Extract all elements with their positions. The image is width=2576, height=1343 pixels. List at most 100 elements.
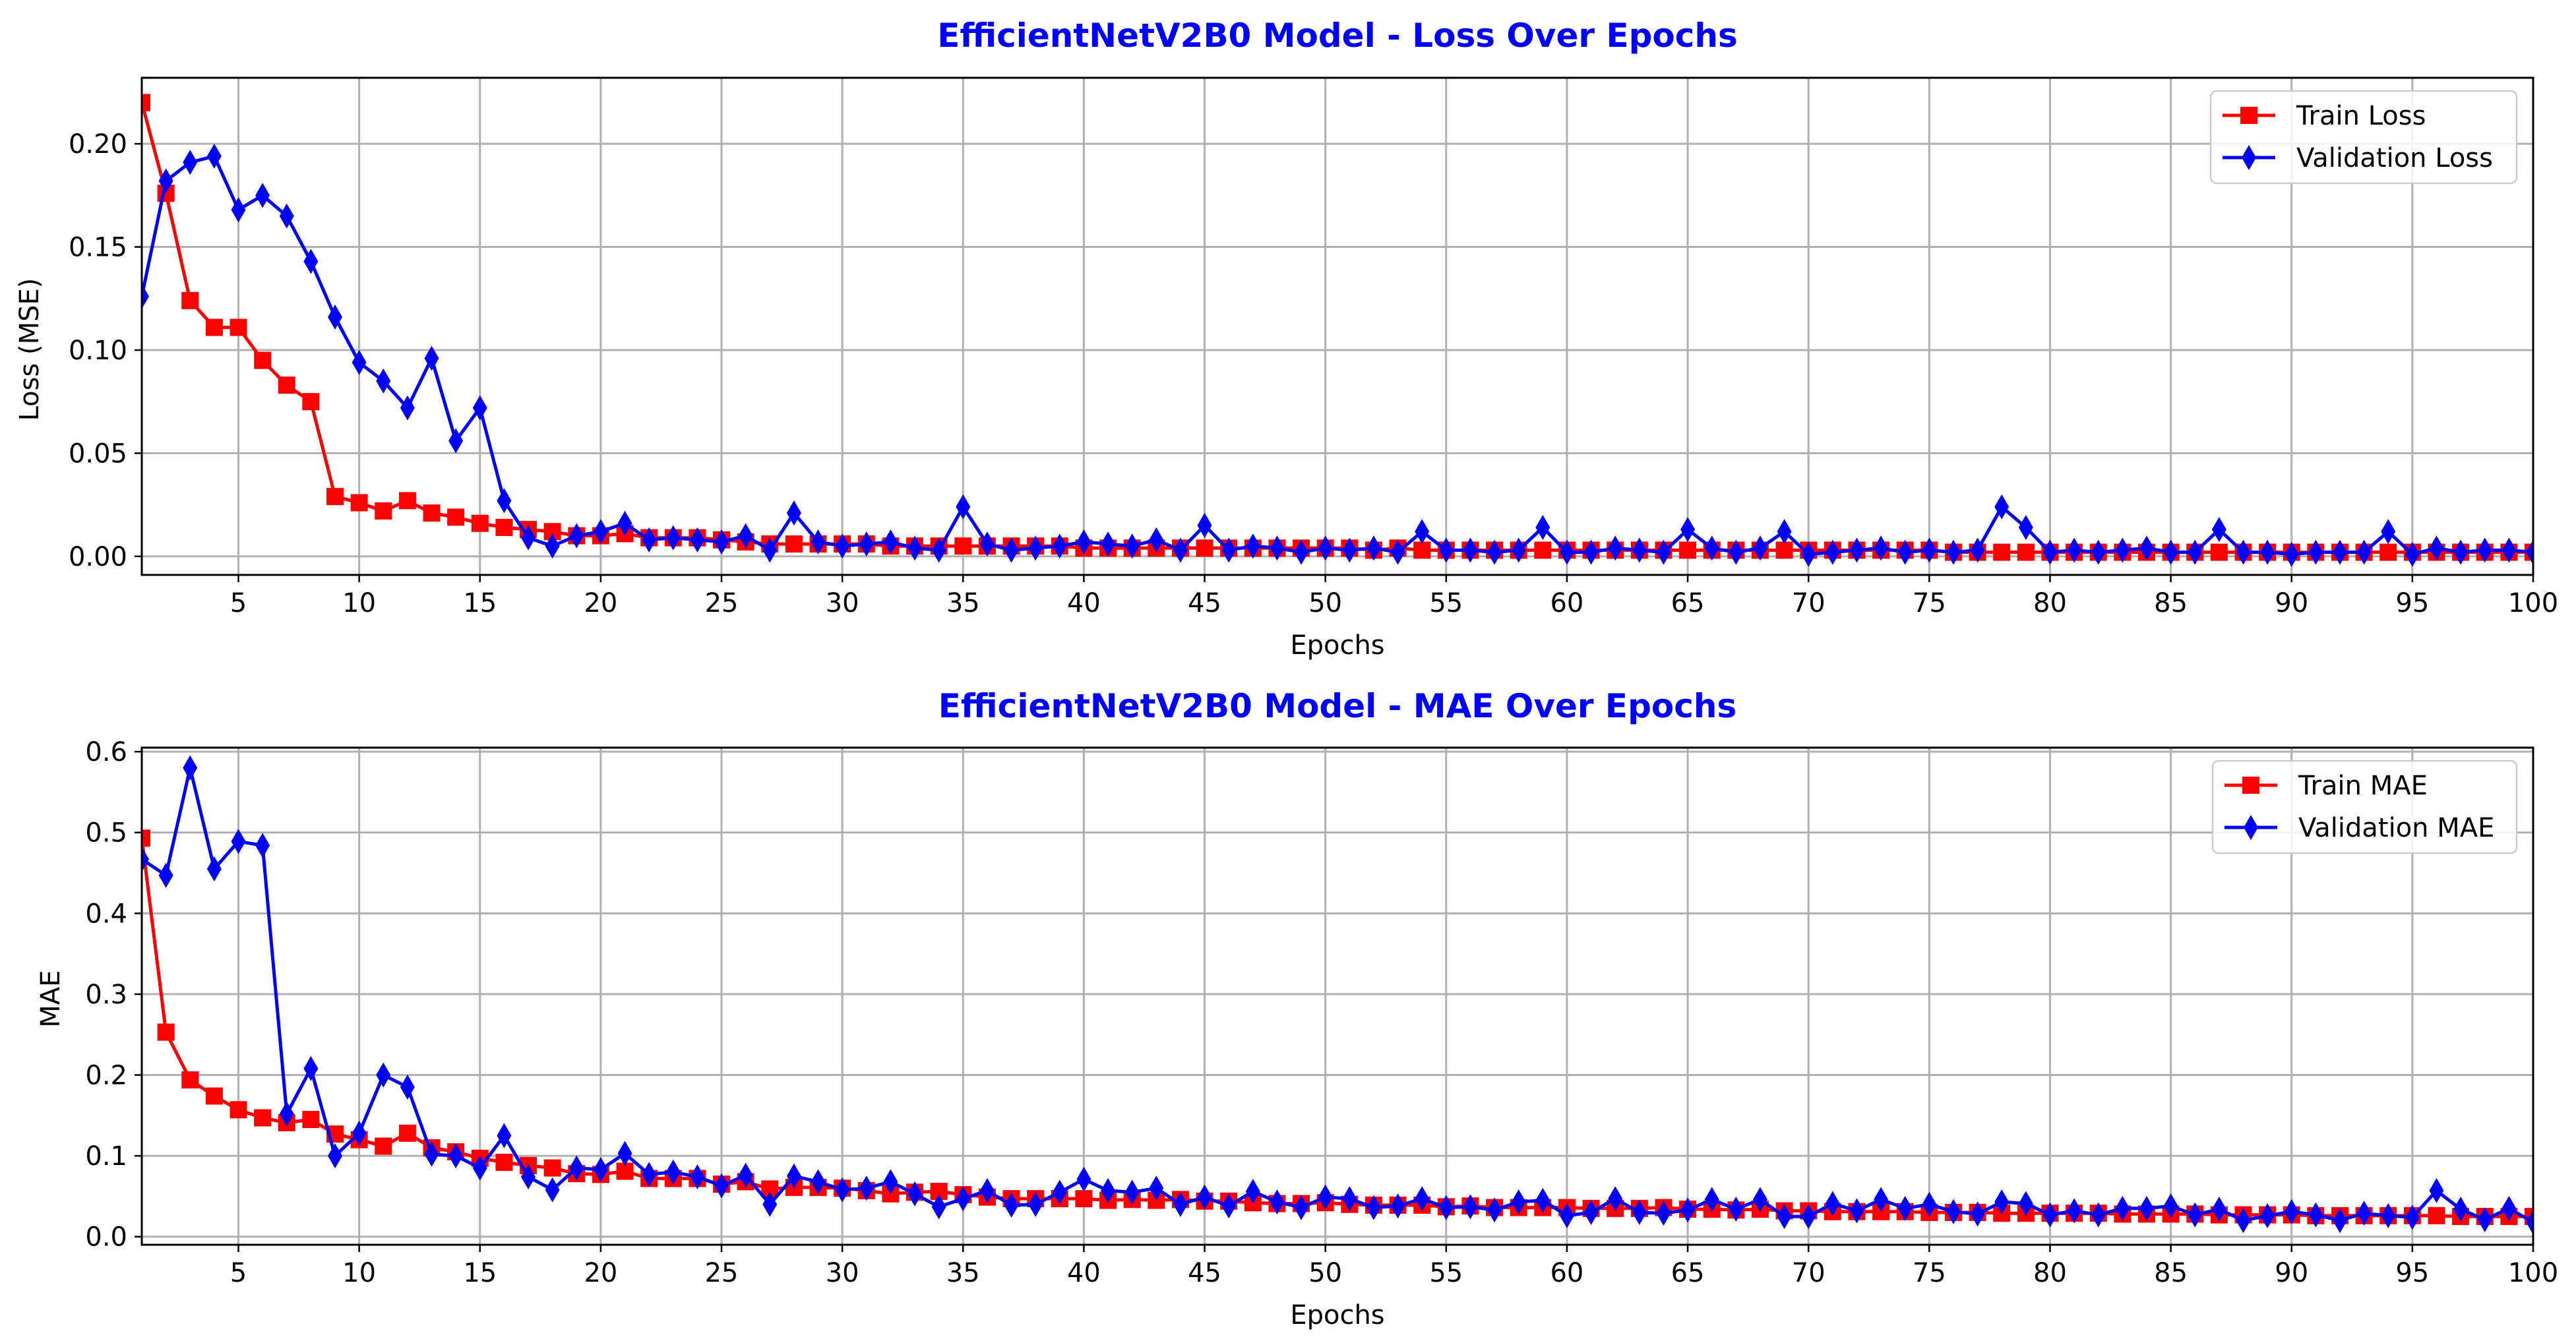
x-tick-label: 35 xyxy=(946,1258,980,1288)
data-point-train-mae xyxy=(230,1101,247,1119)
data-point-validation-loss xyxy=(158,168,173,194)
x-tick-label: 85 xyxy=(2154,1258,2188,1288)
data-point-validation-loss xyxy=(786,500,801,526)
data-point-train-loss xyxy=(471,514,489,532)
data-point-validation-loss xyxy=(2429,535,2444,561)
data-point-train-loss xyxy=(495,519,513,537)
data-point-validation-mae xyxy=(352,1120,367,1146)
data-point-validation-loss xyxy=(593,519,608,545)
y-tick-label: 0.05 xyxy=(69,438,127,469)
data-point-validation-loss xyxy=(1535,515,1550,541)
loss-chart-legend-box xyxy=(2209,90,2518,185)
data-point-validation-loss xyxy=(690,527,705,552)
x-tick-label: 90 xyxy=(2275,588,2308,618)
data-point-validation-loss xyxy=(1897,539,1913,565)
data-point-validation-loss xyxy=(1270,535,1285,561)
data-point-validation-loss xyxy=(1970,537,1985,563)
data-point-validation-mae xyxy=(1197,1184,1212,1210)
x-tick-label: 15 xyxy=(463,588,497,618)
mae-chart-plot-frame xyxy=(140,746,2534,1246)
loss-chart-y-axis-label: Loss (MSE) xyxy=(15,278,45,421)
data-point-validation-mae xyxy=(1559,1203,1574,1228)
data-point-validation-loss xyxy=(569,523,584,549)
data-point-validation-loss xyxy=(1801,541,1816,567)
data-point-validation-loss xyxy=(2115,537,2130,563)
data-point-validation-loss xyxy=(2381,519,2396,545)
data-point-validation-mae xyxy=(142,847,149,872)
x-tick-label: 10 xyxy=(342,1258,376,1288)
x-tick-label: 45 xyxy=(1188,588,1221,618)
data-point-validation-mae xyxy=(569,1155,584,1181)
data-point-validation-loss xyxy=(1729,539,1744,565)
data-point-train-loss xyxy=(398,492,416,510)
x-tick-label: 80 xyxy=(2033,588,2067,618)
data-point-validation-mae xyxy=(1535,1187,1550,1213)
data-point-validation-mae xyxy=(2115,1195,2130,1221)
data-point-train-loss xyxy=(205,318,223,336)
y-tick-label: 0.1 xyxy=(85,1141,127,1172)
data-point-validation-loss xyxy=(1849,537,1864,563)
data-point-validation-mae xyxy=(1729,1197,1744,1222)
data-point-validation-mae xyxy=(279,1101,294,1127)
y-tick-label: 0.3 xyxy=(85,980,127,1010)
series-validation-loss xyxy=(142,143,2533,567)
data-point-train-loss xyxy=(785,535,803,553)
data-point-train-loss xyxy=(278,376,295,394)
data-point-validation-loss xyxy=(1028,535,1043,561)
legend-marker-train-loss xyxy=(2240,107,2257,124)
data-point-validation-mae xyxy=(1825,1191,1840,1216)
data-point-validation-mae xyxy=(1656,1201,1671,1226)
data-point-validation-loss xyxy=(2236,539,2251,565)
series-line-validation-mae xyxy=(142,766,2533,1224)
data-point-validation-mae xyxy=(183,755,198,781)
x-tick-label: 55 xyxy=(1429,588,1463,618)
data-point-validation-mae xyxy=(665,1159,681,1185)
data-point-validation-loss xyxy=(1197,512,1212,538)
data-point-train-loss xyxy=(1413,541,1431,559)
data-point-validation-mae xyxy=(786,1163,801,1189)
x-tick-label: 50 xyxy=(1308,1258,1342,1288)
data-point-validation-mae xyxy=(1438,1195,1454,1220)
data-point-validation-loss xyxy=(1825,539,1840,565)
legend-marker-symbol xyxy=(2240,107,2257,124)
mae-chart-series xyxy=(142,755,2533,1235)
legend-marker-train-mae xyxy=(2242,777,2259,794)
data-point-validation-mae xyxy=(424,1141,439,1167)
data-point-train-mae xyxy=(205,1087,223,1105)
series-line-validation-loss xyxy=(142,154,2533,556)
data-point-validation-mae xyxy=(642,1162,657,1187)
data-point-validation-loss xyxy=(545,533,560,559)
data-point-validation-loss xyxy=(762,537,778,563)
x-tick-label: 75 xyxy=(1913,588,1946,618)
data-point-validation-mae xyxy=(206,856,222,881)
data-point-train-loss xyxy=(423,504,441,522)
data-point-validation-loss xyxy=(1608,535,1623,561)
data-point-validation-loss xyxy=(1438,537,1454,563)
data-point-train-mae xyxy=(543,1159,561,1177)
data-point-validation-mae xyxy=(2284,1199,2299,1224)
data-point-validation-mae xyxy=(859,1176,874,1201)
data-point-validation-loss xyxy=(1632,537,1647,563)
x-tick-label: 25 xyxy=(705,588,739,618)
data-point-validation-mae xyxy=(1946,1199,1961,1224)
data-point-validation-mae xyxy=(303,1056,319,1081)
data-point-validation-loss xyxy=(1874,535,1889,561)
data-point-validation-loss xyxy=(907,535,923,561)
data-point-validation-mae xyxy=(1221,1193,1237,1219)
data-point-validation-loss xyxy=(1583,539,1599,565)
data-point-validation-mae xyxy=(1922,1191,1937,1217)
data-point-validation-loss xyxy=(448,428,464,454)
data-point-validation-loss xyxy=(883,529,898,554)
data-point-validation-mae xyxy=(2236,1208,2251,1234)
data-point-validation-mae xyxy=(2381,1203,2396,1228)
data-point-validation-loss xyxy=(1390,539,1405,565)
data-point-validation-loss xyxy=(2067,537,2082,563)
data-point-validation-loss xyxy=(255,183,270,208)
data-point-validation-loss xyxy=(231,197,246,223)
data-point-validation-loss xyxy=(279,203,294,229)
data-point-validation-loss xyxy=(2356,539,2372,565)
data-point-train-mae xyxy=(302,1110,320,1128)
data-point-validation-loss xyxy=(1245,533,1260,559)
